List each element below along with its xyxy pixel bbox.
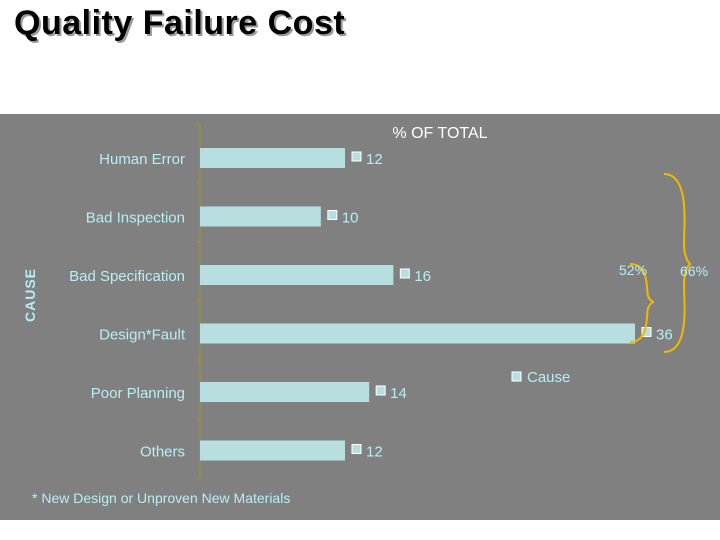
value-marker (351, 151, 362, 162)
legend-label: Cause (527, 369, 570, 386)
category-label: Bad Inspection (86, 210, 185, 227)
category-label: Human Error (99, 151, 185, 168)
value-label: 12 (366, 444, 383, 461)
page-title: Quality Failure Cost (14, 4, 346, 42)
chart-title: % OF TOTAL (392, 125, 487, 142)
y-axis-label: CAUSE (22, 268, 38, 322)
value-marker (399, 268, 410, 279)
annotation-52-percent: 52% (619, 262, 647, 278)
value-label: 36 (656, 327, 673, 344)
bar-poor-planning (200, 382, 370, 402)
legend-swatch (511, 371, 522, 382)
brace-66-percent (663, 173, 692, 353)
value-marker (327, 210, 338, 220)
value-marker (375, 385, 386, 396)
bar-others (200, 440, 345, 461)
legend: Cause (511, 369, 570, 386)
bar-bad-specification (200, 265, 394, 285)
bar-human-error (200, 148, 345, 168)
category-label: Bad Specification (69, 268, 185, 285)
value-label: 10 (342, 210, 359, 227)
category-label: Design*Fault (99, 327, 186, 344)
value-label: 16 (414, 268, 431, 285)
bar-design-fault (200, 323, 635, 344)
bar-chart: Human Error 12 Bad Inspection 10 Bad Specifi… (22, 123, 708, 506)
brace-52-percent (629, 263, 655, 343)
value-label: 12 (366, 151, 383, 168)
value-label: 14 (390, 385, 407, 402)
category-label: Others (140, 444, 185, 461)
bar-bad-inspection (200, 206, 321, 227)
brace-annotations: 52% 66% (619, 173, 708, 353)
annotation-66-percent: 66% (680, 263, 708, 279)
category-label: Poor Planning (91, 385, 185, 402)
value-marker (351, 444, 362, 454)
footnote: * New Design or Unproven New Materials (32, 490, 290, 506)
chart-panel: Human Error 12 Bad Inspection 10 Bad Specifi… (0, 114, 720, 520)
